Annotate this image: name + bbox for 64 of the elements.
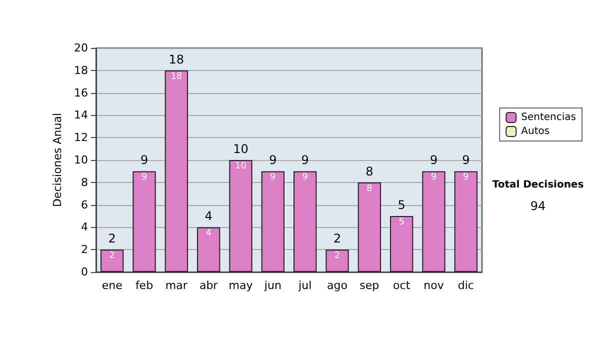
- y-tick-label: 0: [81, 266, 88, 278]
- x-tick-label: may: [228, 279, 254, 292]
- bar: [164, 70, 188, 272]
- data-label: 5: [398, 218, 404, 228]
- data-label: 9: [430, 172, 437, 183]
- bar: [422, 171, 446, 272]
- data-label: 9: [463, 172, 470, 183]
- x-tick-label: jun: [263, 279, 282, 292]
- y-tick-label: 12: [74, 131, 88, 144]
- bar: [390, 216, 414, 272]
- bar: [294, 171, 317, 272]
- bar: [326, 250, 349, 272]
- total-label: 5: [398, 198, 406, 212]
- bar: [358, 182, 381, 272]
- legend-label: Autos: [521, 126, 550, 137]
- legend-label: Sentencias: [521, 112, 576, 123]
- total-label: 2: [333, 232, 342, 246]
- data-label: 4: [206, 228, 212, 239]
- y-tick-label: 16: [74, 86, 88, 100]
- bar: [229, 160, 252, 272]
- x-tick-label: dic: [458, 279, 474, 292]
- x-tick-label: sep: [360, 279, 380, 292]
- y-tick-label: 6: [81, 198, 88, 212]
- x-tick-label: abr: [199, 279, 218, 292]
- total-label: 8: [366, 164, 374, 178]
- y-tick-label: 18: [74, 64, 88, 77]
- bar: [132, 171, 156, 272]
- total-label: 9: [462, 153, 470, 168]
- bar: [454, 171, 478, 272]
- total-label: 10: [233, 142, 248, 156]
- data-label: 9: [302, 172, 308, 183]
- x-tick-label: ago: [327, 279, 348, 292]
- text: Total Decisiones: [492, 180, 584, 190]
- data-label: 9: [270, 172, 276, 183]
- total-label: 4: [204, 209, 212, 224]
- data-label: 2: [334, 251, 340, 262]
- y-tick-label: 2: [81, 243, 88, 256]
- total-label: 18: [168, 52, 184, 66]
- y-axis-title: Decisiones Anual: [51, 112, 64, 208]
- data-label: 9: [141, 172, 148, 183]
- total-label: 9: [430, 153, 438, 168]
- total-label: 9: [140, 153, 148, 168]
- text: 94: [530, 199, 546, 213]
- bar: [100, 250, 124, 272]
- x-tick-label: jul: [298, 279, 312, 292]
- y-tick-label: 4: [81, 220, 88, 234]
- y-tick-label: 14: [74, 108, 88, 122]
- bar: [261, 171, 284, 272]
- data-label: 18: [170, 72, 182, 82]
- y-tick-label: 10: [74, 154, 88, 166]
- total-label: 9: [301, 153, 309, 168]
- y-tick-label: 8: [81, 176, 88, 189]
- data-label: 10: [235, 162, 247, 172]
- x-tick-label: nov: [424, 279, 444, 292]
- x-tick-label: oct: [393, 279, 411, 292]
- total-label: 9: [269, 153, 277, 168]
- data-label: 2: [109, 251, 115, 262]
- x-tick-label: mar: [165, 279, 188, 292]
- y-tick-label: 20: [74, 42, 88, 54]
- total-label: 2: [108, 232, 116, 246]
- x-tick-label: ene: [102, 279, 123, 292]
- bar: [197, 227, 220, 272]
- data-label: 8: [366, 184, 373, 194]
- x-tick-label: feb: [135, 279, 154, 292]
